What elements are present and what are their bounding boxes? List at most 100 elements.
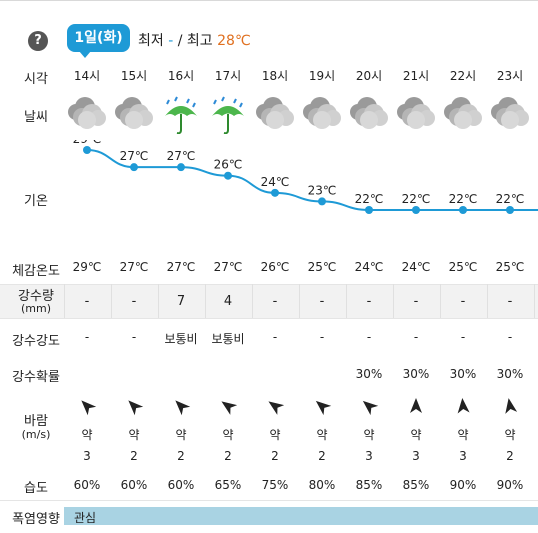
temperature-label: 23℃ (308, 183, 337, 197)
temperature-point (365, 206, 373, 214)
wind-direction-icon (81, 400, 97, 416)
max-label: 최고 (186, 33, 213, 49)
temperature-label: 27℃ (167, 149, 196, 163)
precip-cell: 7 (176, 294, 186, 309)
temperature-point (224, 171, 232, 180)
wind-strength-cell: 약 (175, 428, 187, 442)
divider (0, 500, 538, 501)
hour-cell: 17시 (214, 69, 242, 83)
wind-speed-cell: 2 (130, 449, 138, 463)
intensity-cell: - (84, 330, 90, 344)
precip-cell: - (366, 294, 372, 309)
precip-cell: - (319, 294, 325, 309)
precip-prob-cell: 30% (402, 367, 430, 381)
feels-like-cell: 29℃ (72, 260, 102, 274)
precip-cell: 4 (223, 294, 233, 309)
wind-strength-cell: 약 (128, 428, 140, 442)
precip-cell: - (413, 294, 419, 309)
heat-impact-label: 관심 (74, 511, 97, 525)
humidity-cell: 80% (308, 478, 336, 492)
temperature-point (506, 206, 514, 214)
wind-strength-cell: 약 (316, 428, 328, 442)
humidity-cell: 85% (355, 478, 383, 492)
temperature-label: 29℃ (73, 140, 102, 146)
column-divider (251, 284, 253, 318)
intensity-cell: - (272, 330, 278, 344)
separator: / (177, 33, 183, 49)
wind-speed-cell: 3 (412, 449, 420, 463)
feels-like-cell: 25℃ (448, 260, 478, 274)
precip-cell: - (460, 294, 466, 309)
row-label-humidity: 습도 (24, 481, 48, 496)
wind-direction-icon (175, 400, 191, 416)
column-divider (392, 284, 394, 318)
divider (0, 318, 538, 319)
column-divider (204, 284, 206, 318)
cloudy-icon (397, 97, 435, 129)
wind-direction-icon (128, 400, 144, 416)
intensity-cell: - (507, 330, 513, 344)
row-label-wind-unit: (m/s) (21, 428, 51, 441)
hour-cell: 14시 (73, 69, 101, 83)
umbrella-rain-icon (165, 96, 197, 134)
temperature-label: 26℃ (214, 158, 243, 172)
wind-speed-cell: 3 (459, 449, 467, 463)
wind-direction-icon (362, 400, 379, 416)
precip-cell: - (272, 294, 278, 309)
precip-cell: - (507, 294, 513, 309)
row-label-precip: 강수량 (18, 289, 54, 304)
help-button[interactable]: ? (28, 31, 48, 51)
wind-direction-icon (457, 398, 470, 414)
temperature-line-chart: 29℃ 27℃ 27℃ 26℃ 24℃ 23℃ 22℃ 22℃ 22℃ 22℃ (73, 140, 538, 214)
wind-strength-cell: 약 (269, 428, 281, 442)
row-label-precip-unit: (mm) (20, 302, 51, 315)
humidity-cell: 65% (214, 478, 242, 492)
column-divider (486, 284, 488, 318)
hour-cell: 18시 (261, 69, 289, 83)
intensity-cell: - (131, 330, 137, 344)
row-label-heat: 폭염영향 (12, 512, 60, 527)
hour-cell: 22시 (449, 69, 477, 83)
row-label-feels: 체감온도 (12, 264, 60, 279)
feels-like-cell: 26℃ (260, 260, 290, 274)
wind-strength-cell: 약 (81, 428, 93, 442)
humidity-cell: 90% (449, 478, 477, 492)
intensity-cell: 보통비 (211, 332, 245, 346)
column-divider (345, 284, 347, 318)
wind-speed-cell: 2 (177, 449, 185, 463)
temperature-point (177, 163, 185, 172)
precip-prob-cell: 30% (355, 367, 383, 381)
feels-like-cell: 27℃ (119, 260, 149, 274)
wind-direction-icon (410, 398, 422, 413)
humidity-cell: 75% (261, 478, 289, 492)
day-tab[interactable]: 1일(화) (67, 24, 130, 58)
cloudy-icon (68, 97, 106, 129)
min-max-summary: 최저 - / 최고 28℃ (138, 30, 251, 50)
column-divider (533, 284, 535, 318)
top-border (0, 0, 538, 5)
row-label-temp: 기온 (24, 194, 48, 209)
intensity-cell: 보통비 (164, 332, 198, 346)
temperature-label: 22℃ (449, 192, 478, 206)
question-icon: ? (34, 33, 42, 48)
wind-direction-icon (268, 401, 285, 415)
hour-cell: 21시 (402, 69, 430, 83)
divider (0, 284, 538, 285)
precip-row-band (0, 284, 538, 318)
wind-direction-icon (315, 400, 332, 416)
column-divider (110, 284, 112, 318)
cloudy-icon (256, 97, 294, 129)
wind-speed-cell: 2 (318, 449, 326, 463)
temperature-label: 27℃ (120, 149, 149, 163)
wind-speed-cell: 2 (271, 449, 279, 463)
temperature-line (86, 149, 538, 211)
temperature-label: 22℃ (402, 192, 431, 206)
umbrella-rain-icon (212, 96, 244, 134)
row-label-intensity: 강수강도 (12, 334, 60, 349)
wind-speed-cell: 2 (224, 449, 232, 463)
cloudy-icon (491, 97, 529, 129)
hour-cell: 15시 (120, 69, 148, 83)
wind-direction-icon (505, 398, 518, 414)
wind-speed-cell: 3 (83, 449, 91, 463)
intensity-cell: - (460, 330, 466, 344)
